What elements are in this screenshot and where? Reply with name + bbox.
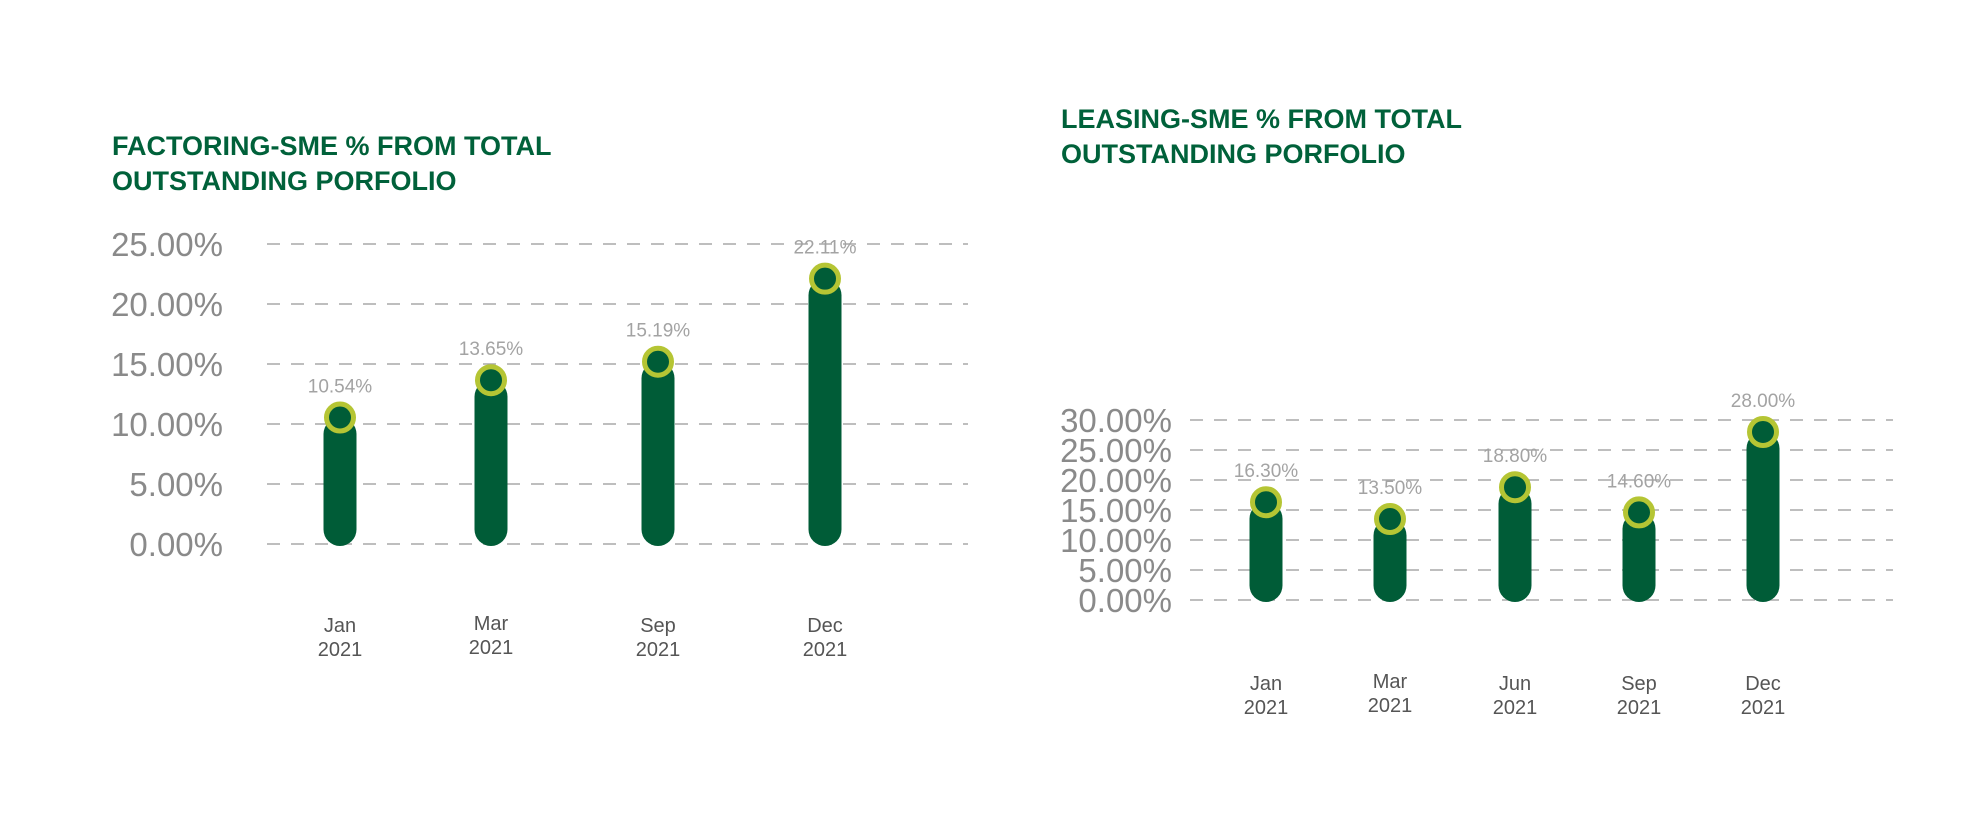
y-tick-label: 0.00% [1078, 582, 1172, 619]
chart-1: FACTORING-SME % FROM TOTAL OUTSTANDING PO… [111, 131, 968, 661]
category-label: Sep [1621, 673, 1657, 695]
data-label: 13.65% [459, 339, 524, 360]
bar-marker [475, 364, 507, 397]
y-tick-label: 30.00% [1060, 402, 1172, 439]
data-label: 13.50% [1358, 478, 1423, 499]
bar-marker [1747, 416, 1779, 448]
y-tick-label: 5.00% [129, 466, 223, 503]
category-label: Jan [324, 615, 356, 637]
chart-title-line: OUTSTANDING PORFOLIO [1061, 139, 1406, 169]
category-label: 2021 [1741, 697, 1786, 719]
data-label: 28.00% [1731, 391, 1796, 412]
bar [1498, 487, 1532, 602]
category-label: Sep [640, 615, 676, 637]
bar-marker [1499, 471, 1531, 504]
y-tick-label: 20.00% [111, 286, 223, 323]
bar-marker [809, 262, 841, 295]
y-tick-label: 15.00% [111, 346, 223, 383]
y-tick-label: 15.00% [1060, 492, 1172, 529]
category-label: 2021 [636, 639, 681, 661]
bar-marker [1374, 503, 1406, 535]
category-label: Mar [474, 613, 509, 635]
bar [1746, 432, 1780, 602]
y-tick-label: 10.00% [111, 406, 223, 443]
category-label: 2021 [318, 639, 363, 661]
y-tick-label: 20.00% [1060, 462, 1172, 499]
data-label: 15.19% [626, 321, 691, 342]
data-label: 14.60% [1607, 471, 1672, 492]
bar [641, 361, 675, 546]
data-label: 22.11% [793, 238, 856, 259]
bar [1373, 519, 1407, 602]
bar [474, 380, 508, 546]
category-label: Jan [1250, 673, 1282, 695]
category-label: Mar [1373, 671, 1408, 693]
bar-marker [642, 345, 674, 378]
bar-marker [1250, 486, 1282, 519]
category-label: 2021 [1244, 697, 1289, 719]
bar-marker [324, 401, 356, 434]
category-label: Jun [1499, 673, 1531, 695]
category-label: Dec [1745, 673, 1781, 695]
chart-title-line: LEASING-SME % FROM TOTAL [1061, 104, 1462, 134]
category-label: Dec [807, 615, 843, 637]
category-label: 2021 [803, 639, 848, 661]
y-tick-label: 10.00% [1060, 522, 1172, 559]
data-label: 10.54% [308, 377, 373, 398]
category-label: 2021 [469, 637, 514, 659]
y-tick-label: 0.00% [129, 526, 223, 563]
chart-title-line: OUTSTANDING PORFOLIO [112, 166, 457, 196]
bar [808, 278, 842, 546]
chart-2: LEASING-SME % FROM TOTAL OUTSTANDING PORF… [1060, 104, 1893, 719]
bar [1249, 502, 1283, 602]
data-label: 16.30% [1234, 461, 1299, 482]
bar [1622, 512, 1656, 602]
category-label: 2021 [1493, 697, 1538, 719]
bar [323, 417, 357, 546]
y-tick-label: 25.00% [1060, 432, 1172, 469]
y-tick-label: 25.00% [111, 226, 223, 263]
category-label: 2021 [1617, 697, 1662, 719]
data-label: 18.80% [1483, 446, 1548, 467]
category-label: 2021 [1368, 695, 1413, 717]
y-tick-label: 5.00% [1078, 552, 1172, 589]
chart-title-line: FACTORING-SME % FROM TOTAL [112, 131, 552, 161]
bar-marker [1623, 496, 1655, 529]
